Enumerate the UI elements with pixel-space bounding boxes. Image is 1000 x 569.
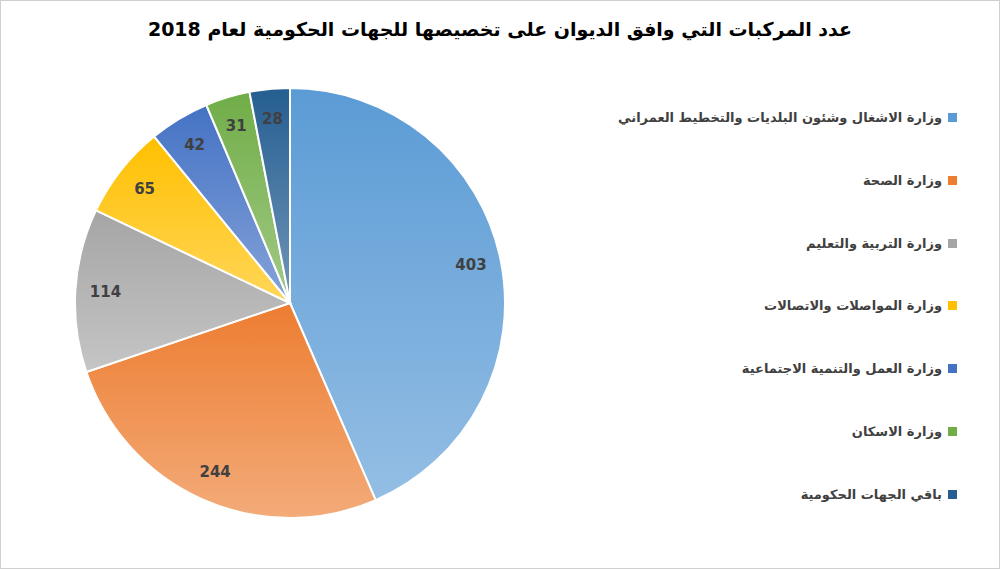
data-label: 403: [455, 256, 486, 274]
legend-entry: وزارة المواصلات والاتصالات: [764, 298, 957, 313]
legend-swatch: [948, 364, 957, 373]
legend-swatch: [948, 427, 957, 436]
legend-entry: وزارة العمل والتنمية الاجتماعية: [742, 361, 957, 376]
slices: [75, 88, 505, 518]
legend-entry: وزارة الاشغال وشئون البلديات والتخطيط ال…: [618, 110, 957, 125]
legend-label: وزارة الاشغال وشئون البلديات والتخطيط ال…: [618, 110, 942, 125]
data-label: 31: [226, 117, 247, 135]
legend-label: وزارة المواصلات والاتصالات: [764, 298, 942, 313]
pie-area: 403 244 114 65 42 31 28: [0, 0, 1000, 569]
legend-swatch: [948, 113, 957, 122]
legend-swatch: [948, 239, 957, 248]
legend-label: باقي الجهات الحكومية: [801, 487, 942, 502]
legend-entry: باقي الجهات الحكومية: [801, 487, 957, 502]
legend-swatch: [948, 490, 957, 499]
legend-swatch: [948, 301, 957, 310]
legend-label: وزارة العمل والتنمية الاجتماعية: [742, 361, 942, 376]
data-label: 244: [199, 463, 230, 481]
data-label: 42: [184, 136, 205, 154]
data-label: 114: [90, 283, 121, 301]
legend-swatch: [948, 176, 957, 185]
data-label: 65: [134, 180, 155, 198]
legend-entry: وزارة الاسكان: [852, 424, 957, 439]
legend-label: وزارة الصحة: [863, 173, 942, 188]
slice: [249, 88, 290, 303]
legend-entry: وزارة التربية والتعليم: [806, 236, 957, 251]
data-labels: 403 244 114 65 42 31 28: [90, 110, 487, 481]
chart-root: 403 244 114 65 42 31 28 عدد المركبات التي وافق…: [0, 0, 1000, 569]
title: عدد المركبات التي وافق الديوان على تخصيص…: [0, 18, 1000, 40]
legend-label: وزارة التربية والتعليم: [806, 236, 942, 251]
legend-entry: وزارة الصحة: [863, 173, 957, 188]
data-label: 28: [262, 110, 283, 128]
legend-label: وزارة الاسكان: [852, 424, 942, 439]
